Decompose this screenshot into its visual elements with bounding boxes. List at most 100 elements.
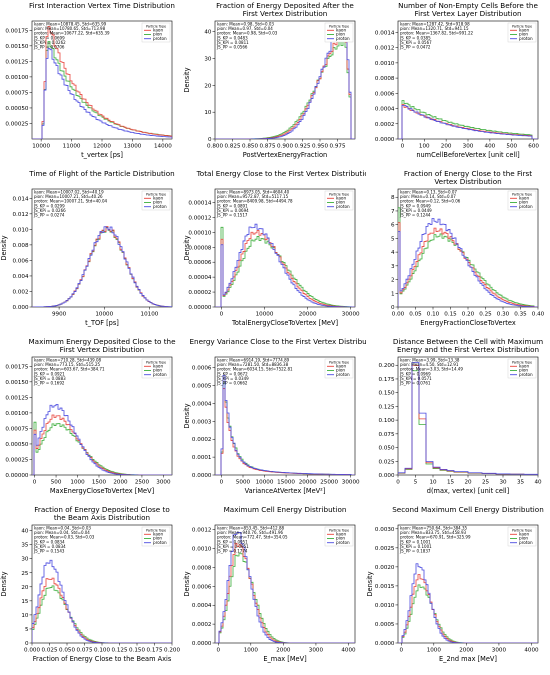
legend-box xyxy=(141,22,171,43)
stats-text: JS_KPi = 0.0266 xyxy=(33,208,66,213)
x-tick-label: 400 xyxy=(485,144,496,150)
x-tick-label: 0.200 xyxy=(164,648,180,654)
stats-text: kaon: Mean=0.98, Std=0.03 xyxy=(217,22,274,27)
legend-box xyxy=(324,22,354,43)
stats-text: JS_KP = 0.0891 xyxy=(216,203,248,208)
plot-frame xyxy=(31,356,173,476)
x-tick-label: 25 xyxy=(482,480,490,486)
legend-label: pion xyxy=(153,536,162,541)
stats-text: proton: Mean=0.12, Std=0.06 xyxy=(400,199,461,204)
y-tick-label: 0.00002 xyxy=(188,290,211,296)
x-tick-label: 0.10 xyxy=(427,312,440,318)
histogram-kaon xyxy=(32,25,172,139)
chart-svg: Total Energy Close to the First Vertex D… xyxy=(183,169,366,327)
y-tick-label: 0.00150 xyxy=(5,44,29,50)
histogram-pion xyxy=(398,584,538,643)
series-group xyxy=(32,25,172,139)
legend-box xyxy=(507,526,537,547)
x-tick-label: 3000 xyxy=(492,648,507,654)
histogram-kaon xyxy=(215,35,355,139)
chart-title: First Vertex Distribution xyxy=(60,345,145,354)
x-tick-label: 2000 xyxy=(276,648,291,654)
stats-text: JS_PP = 0.1244 xyxy=(399,213,431,218)
y-tick-label: 0.014 xyxy=(12,196,28,202)
histogram-proton xyxy=(215,532,355,643)
x-tick-label: 0 xyxy=(401,144,405,150)
y-tick-label: 0.050 xyxy=(378,446,394,452)
y-tick-label: 0.0010 xyxy=(375,603,395,609)
histogram-proton xyxy=(398,218,538,307)
y-tick-label: 2 xyxy=(391,278,395,284)
y-tick-label: 6 xyxy=(391,223,395,229)
x-axis-label: E_max [MeV] xyxy=(263,655,306,663)
y-tick-label: 0.00012 xyxy=(188,215,211,221)
chart-svg: Time of Flight of the Particle Distribut… xyxy=(0,169,175,327)
y-tick-label: 0.0005 xyxy=(375,622,395,628)
x-tick-label: 30000 xyxy=(342,480,360,486)
stats-text: pion: Mean=940.76, Std=491.96 xyxy=(217,530,283,535)
legend-label: kaon xyxy=(336,364,346,369)
stats-text: JS_KP = 0.0949 xyxy=(399,203,431,208)
stats-text: pion: Mean=10780.65, Std=713.98 xyxy=(34,26,106,31)
x-axis-label: Fraction of Energy Close to the Beam Axi… xyxy=(33,655,172,663)
y-tick-label: 0.00050 xyxy=(5,106,29,112)
x-tick-label: 0.875 xyxy=(259,144,275,150)
x-tick-label: 5000 xyxy=(236,480,251,486)
y-tick-label: 0.0010 xyxy=(375,61,395,67)
y-tick-label: 0.00075 xyxy=(5,426,29,432)
stats-text: kaon: Mean=853.45, Std=412.88 xyxy=(217,526,285,531)
y-tick-label: 0.125 xyxy=(378,404,394,410)
stats-text: JS_PP = 0.1774 xyxy=(216,549,248,554)
legend-label: pion xyxy=(336,32,345,37)
chart-panel: Fraction of Energy Deposited After the Fi… xyxy=(183,0,366,168)
histogram-pion xyxy=(215,382,355,475)
y-tick-label: 0.00125 xyxy=(5,395,29,401)
y-tick-label: 0.00014 xyxy=(188,200,212,206)
y-tick-label: 0.00175 xyxy=(5,364,29,370)
chart-svg: Fraction of Energy Deposited Close tothe… xyxy=(0,505,180,663)
series-group xyxy=(32,559,172,643)
y-tick-label: 10 xyxy=(21,613,29,619)
series-group xyxy=(398,207,538,307)
stats-text: JS_PP = 0.0472 xyxy=(399,45,431,50)
x-tick-label: 0.150 xyxy=(129,648,145,654)
y-tick-label: 0.0000 xyxy=(192,641,212,647)
stats-text: kaon: Mean=1287.42, Std=918.98 xyxy=(400,22,470,27)
chart-svg: Maximum Energy Deposited Close to theFir… xyxy=(5,337,176,495)
legend-label: pion xyxy=(336,368,345,373)
x-tick-label: 0.15 xyxy=(444,312,457,318)
x-tick-label: 200 xyxy=(441,144,452,150)
x-tick-label: 15000 xyxy=(277,480,295,486)
y-tick-label: 0.00100 xyxy=(5,411,29,417)
stats-text: JS_KP = 0.0951 xyxy=(216,539,248,544)
stats-text: pion: Mean=1320.71, Std=941.15 xyxy=(400,26,469,31)
y-tick-label: 0.010 xyxy=(12,227,28,233)
chart-title: Maximum Energy Deposited Close to the xyxy=(28,337,176,346)
y-tick-label: 0.0002 xyxy=(192,622,212,628)
legend-title: Particle Type xyxy=(146,529,166,533)
y-tick-label: 15 xyxy=(21,599,29,605)
stats-text: proton: Mean=3.03, Std=14.49 xyxy=(400,367,463,372)
x-tick-label: 10100 xyxy=(141,312,159,318)
y-tick-label: 0.004 xyxy=(12,274,28,280)
legend-label: kaon xyxy=(153,532,163,537)
legend-label: proton xyxy=(153,36,167,41)
stats-text: JS_KP = 0.0699 xyxy=(33,35,65,40)
chart-title: Total Energy Close to the First Vertex D… xyxy=(196,169,366,178)
y-tick-label: 0.00100 xyxy=(5,75,29,81)
x-tick-label: 0.825 xyxy=(224,144,240,150)
y-tick-label: 0 xyxy=(25,641,29,647)
y-tick-label: 0.000 xyxy=(378,473,394,479)
y-tick-label: 0.0008 xyxy=(192,565,212,571)
x-tick-label: 2000 xyxy=(113,480,128,486)
stats-text: JS_KPi = 0.0951 xyxy=(216,544,249,549)
stats-text: JS_KPi = 0.0694 xyxy=(216,208,249,213)
legend-box xyxy=(324,358,354,379)
x-tick-label: 10000 xyxy=(256,480,274,486)
stats-text: pion: Mean=9572.87, Std=5117.15 xyxy=(217,194,289,199)
y-tick-label: 0.075 xyxy=(378,432,394,438)
x-tick-label: 500 xyxy=(51,480,62,486)
chart-title: Distance Between the Cell with Maximum xyxy=(393,337,543,346)
legend-title: Particle Type xyxy=(329,361,349,365)
stats-text: kaon: Mean=750.64, Std=384.35 xyxy=(400,526,468,531)
